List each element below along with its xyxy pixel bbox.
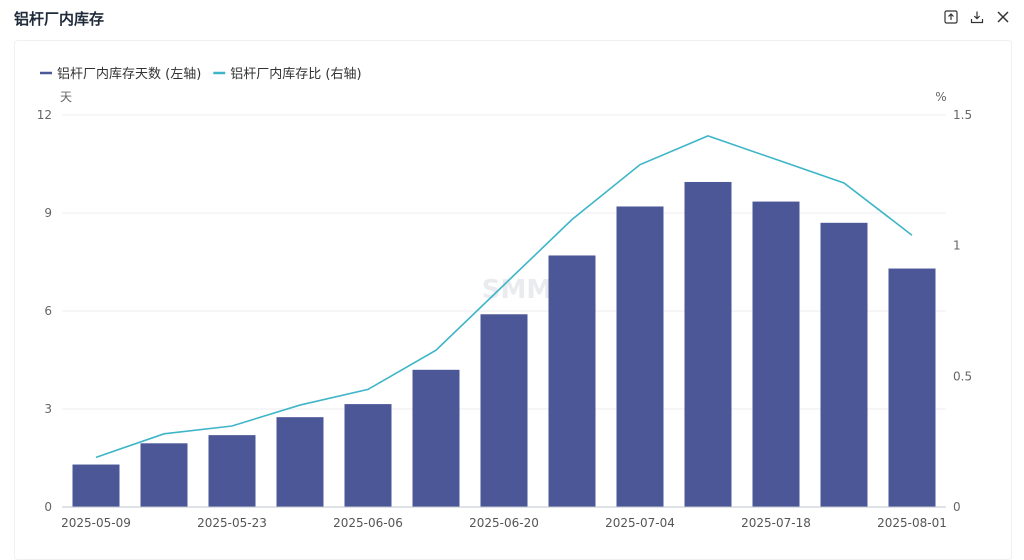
download-icon[interactable] (968, 8, 986, 26)
left-tick-label: 0 (44, 500, 52, 514)
right-tick-label: 0.5 (953, 369, 972, 383)
legend-label: 铝杆厂内库存比 (右轴) (230, 66, 361, 82)
x-tick-label: 2025-06-20 (469, 516, 539, 530)
x-axis: 2025-05-09 2025-05-23 2025-06-06 2025-06-20… (61, 506, 947, 530)
bar (72, 464, 120, 507)
x-tick-label: 2025-05-09 (61, 516, 131, 530)
left-tick-label: 3 (44, 402, 52, 416)
left-axis-unit: 天 (60, 90, 72, 104)
watermark: SMM (482, 275, 552, 305)
x-tick-label: 2025-06-06 (333, 516, 403, 530)
left-axis: 0 3 6 9 12 (37, 108, 52, 514)
left-tick-label: 12 (37, 108, 52, 122)
bar (208, 435, 256, 507)
right-axis-unit: % (935, 90, 946, 104)
page-title: 铝杆厂内库存 (14, 10, 105, 28)
bar (752, 201, 800, 508)
bar (276, 417, 324, 507)
x-tick-label: 2025-05-23 (197, 516, 267, 530)
export-icon[interactable] (942, 8, 960, 26)
legend: 铝杆厂内库存天数 (左轴) 铝杆厂内库存比 (右轴) (40, 66, 362, 82)
right-tick-label: 0 (953, 500, 961, 514)
line-series (95, 135, 913, 459)
left-tick-label: 9 (44, 206, 52, 220)
line-path (95, 135, 913, 459)
bar-series (72, 181, 936, 508)
bar (820, 222, 868, 508)
left-tick-label: 6 (44, 304, 52, 318)
right-tick-label: 1 (953, 239, 961, 253)
bar (888, 268, 936, 507)
right-tick-label: 1.5 (953, 108, 972, 122)
x-tick-label: 2025-07-18 (741, 516, 811, 530)
bar (616, 206, 664, 507)
bar (480, 314, 528, 507)
x-tick-label: 2025-07-04 (605, 516, 675, 530)
legend-label: 铝杆厂内库存天数 (左轴) (57, 66, 201, 82)
bar (548, 255, 596, 507)
toolbar (942, 8, 1012, 26)
bar (684, 181, 732, 507)
bar (344, 404, 392, 507)
close-icon[interactable] (994, 8, 1012, 26)
x-tick-label: 2025-08-01 (877, 516, 947, 530)
right-axis: 0 0.5 1 1.5 (953, 108, 972, 514)
bar (140, 443, 188, 507)
bar (412, 369, 460, 507)
